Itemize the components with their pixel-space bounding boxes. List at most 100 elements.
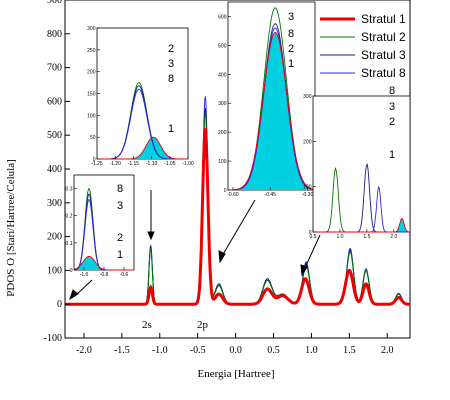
inset-x-tick-label: -1.10 xyxy=(146,161,158,167)
x-tick-label: -0.5 xyxy=(190,345,206,356)
inset-2s-zoom: -1.25 -1.20 -1.15 -1.10 -1.05 -1.00 0 50 100 150 2… xyxy=(87,26,194,167)
inset-y-tick-label: 0.1 xyxy=(66,241,73,247)
y-tick-label: 0 xyxy=(57,299,62,310)
inset-y-tick-label: 300 xyxy=(218,101,227,107)
inset-background xyxy=(312,95,411,233)
inset-layer-label: 1 xyxy=(117,249,123,261)
inset-curve xyxy=(97,136,188,160)
inset-layer-label: 8 xyxy=(288,28,294,40)
inset-y-tick-label: 0 xyxy=(309,230,312,236)
inset-y-tick-label: 0 xyxy=(224,188,227,194)
inset-layer-label: 1 xyxy=(288,58,294,70)
x-tick-label: 1.0 xyxy=(305,345,318,356)
arrow-2p xyxy=(221,199,256,257)
x-tick-label: 1.5 xyxy=(343,345,356,356)
y-tick-label: 300 xyxy=(47,198,62,209)
y-tick-label: 100 xyxy=(47,265,62,276)
inset-x-tick-label: -1.00 xyxy=(182,161,194,167)
legend-label-stratul-2: Stratul 2 xyxy=(361,30,406,44)
inset-x-tick-label: -0.6 xyxy=(120,272,129,278)
arrow-2s-head xyxy=(147,231,155,241)
inset-y-tick-label: 100 xyxy=(303,185,312,191)
inset-fill-area xyxy=(74,256,134,270)
x-tick-label: 0.5 xyxy=(267,345,280,356)
inset-x-tick-label: -1.05 xyxy=(164,161,176,167)
inset-y-tick-label: 400 xyxy=(218,72,227,78)
inset-y-tick-label: 200 xyxy=(218,130,227,136)
inset-conduction-zoom: 0.5 1.0 1.5 2.0 0 100 200 300 8 3 2 1 xyxy=(303,85,411,240)
inset-x-tick-label: 1.5 xyxy=(363,234,370,240)
inset-layer-label: 2 xyxy=(288,43,294,55)
inset-layer-label: 3 xyxy=(117,200,123,212)
inset-y-tick-label: 0 xyxy=(93,157,96,163)
inset-x-tick-label: -1.25 xyxy=(91,161,103,167)
inset-y-tick-label: 0.2 xyxy=(66,214,73,220)
peak-label-2s: 2s xyxy=(142,319,152,331)
inset-layer-label: 8 xyxy=(117,183,123,195)
inset-small-left: -1.0 -0.8 -0.6 0 0.1 0.2 0.3 8 3 2 1 xyxy=(66,174,135,278)
inset-y-tick-label: 250 xyxy=(87,48,96,54)
y-tick-label: 500 xyxy=(47,130,62,141)
inset-y-tick-label: 600 xyxy=(218,14,227,20)
inset-fill-area xyxy=(313,218,410,232)
inset-layer-label: 8 xyxy=(389,85,395,97)
inset-fill-area xyxy=(228,32,315,191)
inset-layer-label: 3 xyxy=(389,101,395,113)
x-tick-label: 0.0 xyxy=(229,345,242,356)
arrow-small-head xyxy=(69,289,79,301)
y-tick-label: 800 xyxy=(47,29,62,40)
inset-x-tick-label: 2.0 xyxy=(390,234,397,240)
inset-curve xyxy=(227,31,316,191)
main-curves xyxy=(65,96,410,306)
x-tick-label: 2.0 xyxy=(381,345,394,356)
legend-label-stratul-1: Stratul 1 xyxy=(361,12,406,26)
x-axis-label: Energia [Hartree] xyxy=(197,368,274,380)
inset-y-tick-label: 300 xyxy=(303,94,312,100)
inset-layer-label: 3 xyxy=(168,58,174,70)
peak-label-2p: 2p xyxy=(197,319,209,331)
series-stratul-1 xyxy=(65,128,410,306)
inset-x-tick-label: -0.30 xyxy=(302,192,314,198)
inset-x-tick-label: 1.0 xyxy=(336,234,343,240)
inset-x-tick-label: -0.45 xyxy=(265,192,277,198)
inset-y-tick-label: 100 xyxy=(218,159,227,165)
inset-x-tick-label: -1.20 xyxy=(109,161,121,167)
inset-layer-label: 2 xyxy=(117,232,123,244)
inset-x-tick-label: -1.0 xyxy=(80,272,89,278)
inset-y-tick-label: 50 xyxy=(90,135,96,141)
arrow-conduction xyxy=(303,234,321,271)
legend: Stratul 1 Stratul 2 Stratul 3 Stratul 8 xyxy=(320,12,406,80)
arrow-conduction-head xyxy=(300,264,308,277)
arrows xyxy=(69,190,321,301)
x-axis-ticks: -2.0 -1.5 -1.0 -0.5 0.0 0.5 1.0 1.5 2.0 xyxy=(76,333,394,356)
y-tick-label: 200 xyxy=(47,232,62,243)
y-tick-label: 900 xyxy=(47,0,62,6)
inset-y-tick-label: 0 xyxy=(70,268,73,274)
x-tick-label: -1.0 xyxy=(152,345,168,356)
y-tick-label: 400 xyxy=(47,164,62,175)
inset-y-tick-label: 500 xyxy=(218,43,227,49)
legend-label-stratul-3: Stratul 3 xyxy=(361,48,406,62)
y-tick-label: -100 xyxy=(44,333,62,344)
arrow-2p-head xyxy=(218,250,226,264)
inset-layer-label: 8 xyxy=(168,73,174,85)
x-tick-label: -2.0 xyxy=(76,345,92,356)
inset-y-tick-label: 150 xyxy=(87,92,96,98)
inset-x-tick-label: 0.5 xyxy=(310,234,317,240)
inset-x-tick-label: -0.8 xyxy=(100,272,109,278)
inset-layer-label: 2 xyxy=(168,43,174,55)
x-tick-label: -1.5 xyxy=(114,345,130,356)
inset-2p-zoom: -0.60 -0.45 -0.30 0 100 200 300 400 500 600 3 8 2 1 xyxy=(218,1,316,198)
inset-layer-label: 1 xyxy=(168,123,174,135)
inset-y-tick-label: 200 xyxy=(303,139,312,145)
inset-x-tick-label: -0.60 xyxy=(227,192,239,198)
inset-y-tick-label: 200 xyxy=(87,70,96,76)
inset-curve xyxy=(228,27,316,191)
inset-layer-label: 3 xyxy=(288,11,294,23)
insets: -1.25 -1.20 -1.15 -1.10 -1.05 -1.000501001502… xyxy=(66,1,411,278)
inset-y-tick-label: 0.3 xyxy=(66,187,73,193)
inset-layer-label: 1 xyxy=(389,149,395,161)
inset-x-tick-label: -1.15 xyxy=(128,161,140,167)
legend-label-stratul-8: Stratul 8 xyxy=(361,66,406,80)
